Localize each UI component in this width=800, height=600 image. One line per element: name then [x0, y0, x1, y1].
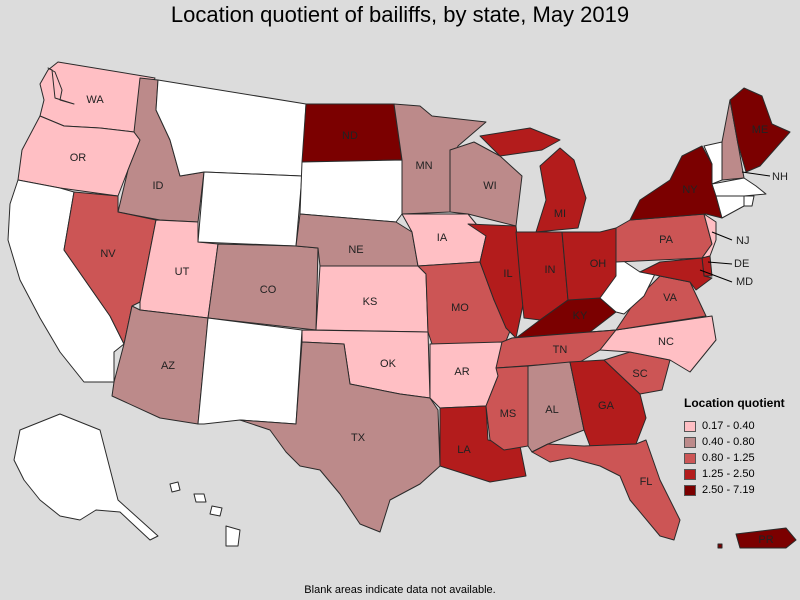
label-NC: NC [658, 336, 674, 348]
state-PR[interactable] [717, 527, 797, 549]
state-ME[interactable] [729, 87, 791, 173]
state-AK[interactable] [13, 413, 159, 541]
label-IN: IN [545, 264, 556, 276]
label-NJ: NJ [736, 235, 749, 247]
label-FL: FL [640, 476, 653, 488]
label-VA: VA [663, 292, 678, 304]
label-ND: ND [342, 130, 358, 142]
legend-item: 0.80 - 1.25 [684, 450, 796, 466]
label-WI: WI [483, 180, 496, 192]
footnote: Blank areas indicate data not available. [304, 584, 496, 596]
label-WA: WA [86, 94, 104, 106]
state-NM[interactable] [197, 317, 303, 425]
legend-item: 0.40 - 0.80 [684, 434, 796, 450]
legend-swatch [684, 484, 696, 496]
label-AR: AR [454, 366, 469, 378]
label-NE: NE [348, 244, 363, 256]
label-ID: ID [153, 180, 164, 192]
label-AZ: AZ [161, 360, 175, 372]
legend-item: 1.25 - 2.50 [684, 466, 796, 482]
label-OH: OH [590, 258, 607, 270]
label-NY: NY [682, 184, 698, 196]
label-LA: LA [457, 444, 471, 456]
state-CO[interactable] [207, 243, 319, 331]
state-FL[interactable] [531, 439, 681, 541]
state-labels: WA OR ID NV UT AZ CO ND NE KS OK TX MN I… [70, 94, 788, 546]
state-SD[interactable] [299, 159, 403, 223]
state-NY[interactable] [629, 145, 723, 221]
legend-swatch [684, 436, 696, 448]
legend-title: Location quotient [684, 396, 785, 410]
state-MI[interactable] [479, 127, 587, 233]
legend-swatch [684, 452, 696, 464]
state-TX[interactable] [239, 341, 441, 533]
state-SC[interactable] [603, 351, 671, 395]
legend-label: 0.80 - 1.25 [702, 452, 755, 464]
label-TN: TN [553, 344, 568, 356]
label-SC: SC [632, 368, 647, 380]
leader-lines [699, 171, 771, 283]
legend-label: 0.17 - 0.40 [702, 420, 755, 432]
label-GA: GA [598, 400, 615, 412]
label-OK: OK [380, 358, 397, 370]
legend-swatch [684, 420, 696, 432]
label-PA: PA [659, 234, 674, 246]
label-OR: OR [70, 152, 87, 164]
label-IA: IA [437, 232, 448, 244]
state-WY[interactable] [197, 171, 303, 247]
map-title: Location quotient of bailiffs, by state,… [170, 2, 630, 27]
state-WI[interactable] [449, 141, 523, 227]
state-NH[interactable] [721, 99, 745, 181]
label-MI: MI [554, 208, 566, 220]
state-NV[interactable] [63, 191, 157, 345]
state-MT[interactable] [155, 79, 307, 177]
label-PR: PR [758, 534, 773, 546]
state-HI[interactable] [169, 481, 241, 547]
label-MO: MO [451, 302, 469, 314]
label-KY: KY [573, 310, 588, 322]
label-MN: MN [415, 160, 432, 172]
label-TX: TX [351, 432, 366, 444]
legend-swatch [684, 468, 696, 480]
legend-item: 0.17 - 0.40 [684, 418, 796, 434]
state-CT[interactable] [715, 195, 745, 219]
legend-label: 1.25 - 2.50 [702, 468, 755, 480]
label-AL: AL [545, 404, 558, 416]
state-VT[interactable] [703, 141, 723, 185]
label-CO: CO [260, 284, 277, 296]
label-IL: IL [503, 268, 512, 280]
state-MD[interactable] [639, 257, 713, 291]
label-DE: DE [734, 258, 749, 270]
label-NV: NV [100, 248, 116, 260]
label-NH: NH [772, 171, 788, 183]
legend: Location quotient 0.17 - 0.40 0.40 - 0.8… [684, 396, 796, 498]
label-ME: ME [752, 124, 769, 136]
label-MS: MS [500, 408, 517, 420]
legend-label: 0.40 - 0.80 [702, 436, 755, 448]
label-MD: MD [736, 276, 753, 288]
state-RI[interactable] [743, 195, 755, 207]
legend-item: 2.50 - 7.19 [684, 482, 796, 498]
label-UT: UT [175, 266, 190, 278]
legend-label: 2.50 - 7.19 [702, 484, 755, 496]
label-KS: KS [363, 296, 378, 308]
